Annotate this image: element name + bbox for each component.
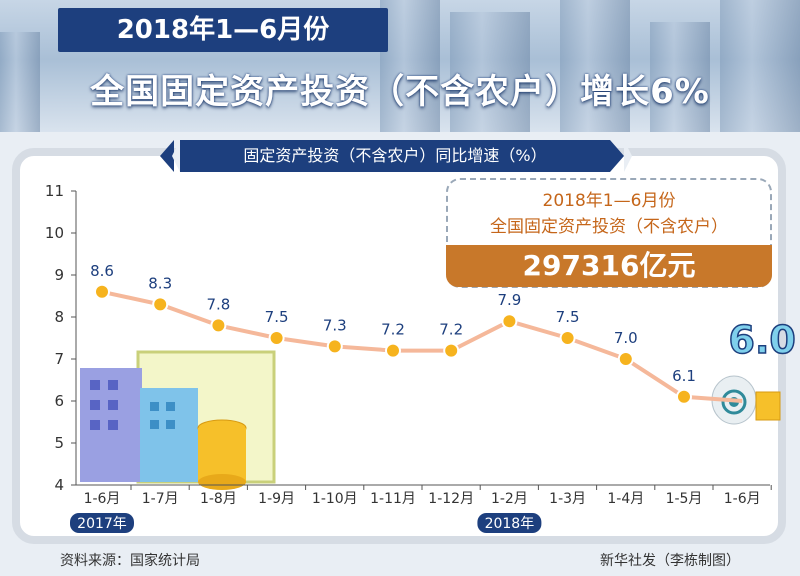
building-silhouette <box>450 12 530 132</box>
chevron-left-icon <box>172 140 180 172</box>
data-point <box>559 330 576 346</box>
building-silhouette <box>560 0 630 132</box>
building-window <box>166 420 175 429</box>
x-tick-label: 1-12月 <box>428 491 474 507</box>
x-tick-label: 1-9月 <box>258 491 295 507</box>
data-point <box>152 296 169 313</box>
building-window <box>90 400 100 410</box>
data-point <box>443 342 460 359</box>
building-silhouette <box>720 0 800 132</box>
year-label: 2017年 <box>77 516 127 532</box>
axes: 4 5 6 7 8 9 10 11 1-6月 1-7月 1-8月 1-9月 1-10月 1-11月 1-12… <box>45 182 772 533</box>
data-label: 7.2 <box>381 321 405 339</box>
building-window <box>166 402 175 411</box>
x-tick-label: 1-10月 <box>312 491 358 507</box>
data-label: 7.3 <box>323 316 347 334</box>
info-box-amount-bg <box>446 245 772 287</box>
data-point <box>617 351 634 367</box>
x-tick-label: 1-4月 <box>607 491 644 507</box>
x-tick-label: 1-6月 <box>84 491 121 507</box>
x-tick-label: 1-8月 <box>200 491 237 507</box>
year-badge <box>477 513 542 533</box>
data-label: 7.8 <box>206 295 230 313</box>
building-silhouette <box>380 0 440 132</box>
data-label: 7.0 <box>614 329 638 347</box>
building-window <box>150 402 159 411</box>
x-tick-label: 1-2月 <box>491 491 528 507</box>
chart-header-bar <box>180 140 610 172</box>
info-box-label: 全国固定资产投资（不含农户） <box>490 217 728 237</box>
building-window <box>150 420 159 429</box>
building-silhouette <box>0 32 40 132</box>
y-tick-label: 9 <box>54 266 64 284</box>
building-window <box>90 420 100 430</box>
building-window <box>108 420 118 430</box>
subtitle: 2018年1—6月份 <box>116 15 330 45</box>
x-tick-label: 1-7月 <box>142 491 179 507</box>
chevron-right-icon <box>624 140 632 172</box>
year-badge <box>70 513 134 533</box>
building-window <box>90 380 100 390</box>
x-tick-label: 1-5月 <box>666 491 703 507</box>
subtitle-box <box>58 8 388 52</box>
y-tick-label: 8 <box>54 308 64 326</box>
chevron-left-icon <box>160 140 174 172</box>
highlight-value: 6.0 <box>729 318 796 362</box>
y-tick-label: 7 <box>54 350 64 368</box>
y-tick-label: 10 <box>45 224 64 242</box>
data-label: 7.2 <box>439 321 463 339</box>
y-tick-label: 5 <box>54 434 64 452</box>
data-point <box>268 330 285 346</box>
credit: 新华社发（李栋制图） <box>600 553 740 569</box>
building-window <box>108 400 118 410</box>
data-point <box>501 313 518 330</box>
y-tick-label: 4 <box>54 476 64 494</box>
y-tick-label: 11 <box>45 182 64 200</box>
x-tick-label: 1-6月 <box>724 491 761 507</box>
data-label: 7.5 <box>556 308 580 326</box>
data-point <box>94 283 110 300</box>
buildings-illustration <box>80 350 276 490</box>
data-point <box>210 317 227 334</box>
building-window <box>108 380 118 390</box>
data-source: 资料来源：国家统计局 <box>60 553 200 569</box>
page-title: 全国固定资产投资（不含农户）增长6% <box>90 72 710 112</box>
data-series: 8.6 8.3 7.8 7.5 7.3 7.2 7.2 7.9 7.5 7.0 6.1 6.0 <box>90 262 797 405</box>
year-label: 2018年 <box>485 516 535 532</box>
chart-title: 固定资产投资（不含农户）同比增速（%） <box>243 146 547 165</box>
x-tick-label: 1-3月 <box>549 491 586 507</box>
data-point <box>385 342 401 359</box>
x-tick-label: 1-11月 <box>370 491 416 507</box>
data-label: 8.6 <box>90 262 114 280</box>
data-point <box>326 338 343 355</box>
banner-background <box>0 0 800 132</box>
info-box-amount: 297316亿元 <box>522 249 696 282</box>
coin-stack <box>198 428 246 482</box>
data-label: 7.5 <box>265 308 289 326</box>
y-tick-label: 6 <box>54 392 64 410</box>
data-label: 8.3 <box>148 274 172 292</box>
info-box-period: 2018年1—6月份 <box>542 191 676 211</box>
chevron-right-icon <box>610 140 624 172</box>
coin-stack <box>198 474 246 490</box>
data-label: 7.9 <box>497 291 521 309</box>
data-point <box>676 388 692 405</box>
data-label: 6.1 <box>672 367 696 385</box>
building-silhouette <box>650 22 710 132</box>
series-line <box>101 289 743 403</box>
